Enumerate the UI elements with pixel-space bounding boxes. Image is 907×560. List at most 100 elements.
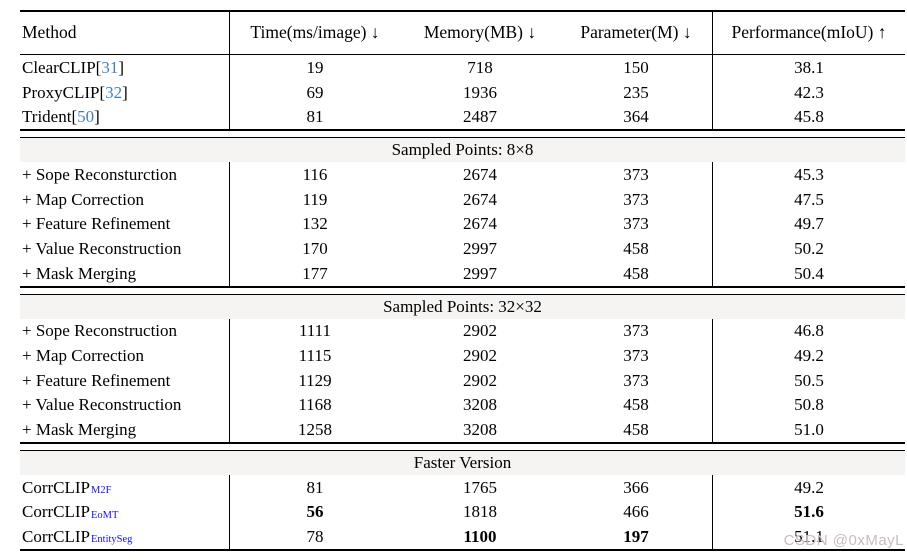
table-row: + Map Correction 1115 2902 373 49.2 — [20, 343, 905, 368]
time-cell: 116 — [230, 162, 400, 187]
parameter-cell: 364 — [560, 104, 712, 129]
table-top-rule — [20, 10, 905, 12]
header-memory-label: Memory(MB) ↓ — [423, 22, 537, 43]
time-cell-value: 1258 — [298, 420, 332, 440]
memory-cell-value: 2487 — [463, 107, 497, 127]
performance-cell: 50.8 — [712, 392, 905, 418]
time-cell-value: 69 — [306, 82, 324, 102]
memory-cell: 3208 — [400, 393, 560, 418]
time-cell: 1111 — [230, 319, 400, 344]
performance-cell: 49.2 — [712, 343, 905, 368]
section-header: Sampled Points: 32×32 — [20, 294, 905, 319]
time-cell-value: 1168 — [298, 395, 332, 415]
memory-cell-value: 2674 — [463, 214, 497, 234]
table-row: + Mask Merging 1258 3208 458 51.0 — [20, 417, 905, 442]
parameter-cell-value: 458 — [623, 420, 649, 440]
performance-cell-value: 51.6 — [794, 502, 824, 522]
citation-link[interactable]: [31] — [95, 57, 124, 77]
time-cell: 177 — [230, 261, 400, 286]
parameter-cell-value: 373 — [623, 346, 649, 366]
results-table: Method Time(ms/image) ↓ Memory(MB) ↓ Par… — [20, 10, 905, 551]
memory-cell-value: 2674 — [463, 164, 497, 184]
table-row: ClearCLIP [31] 19 718 150 38.1 — [20, 55, 905, 80]
memory-cell: 3208 — [400, 417, 560, 442]
memory-cell-value: 2902 — [463, 370, 497, 390]
parameter-cell-value: 150 — [623, 57, 649, 77]
section-divider — [20, 441, 905, 451]
performance-cell-value: 51.1 — [794, 527, 824, 547]
memory-cell: 2997 — [400, 236, 560, 261]
method-label: CorrCLIP — [22, 477, 90, 497]
performance-cell-value: 50.4 — [794, 263, 824, 283]
memory-cell-value: 1818 — [463, 502, 497, 522]
table-row: + Mask Merging 177 2997 458 50.4 — [20, 260, 905, 286]
parameter-cell: 373 — [560, 211, 712, 236]
memory-cell: 2997 — [400, 261, 560, 286]
method-label: CorrCLIP — [22, 502, 90, 522]
memory-cell: 1765 — [400, 475, 560, 500]
section-divider — [20, 285, 905, 295]
memory-cell: 1936 — [400, 80, 560, 105]
performance-cell: 42.3 — [712, 79, 905, 105]
memory-cell: 2902 — [400, 319, 560, 344]
performance-cell: 45.3 — [712, 162, 905, 187]
time-cell-value: 1115 — [298, 346, 332, 366]
time-cell-value: 1111 — [298, 321, 332, 341]
method-cell: CorrCLIP EntitySeg — [20, 524, 230, 549]
method-cell: + Value Reconstruction — [20, 392, 230, 418]
method-label: + Map Correction — [22, 189, 144, 209]
table-row: + Sope Reconsturction 116 2674 373 45.3 — [20, 162, 905, 187]
performance-cell-value: 50.5 — [794, 370, 824, 390]
table-body: ClearCLIP [31] 19 718 150 38.1 ProxyCLIP [32]… — [20, 55, 905, 549]
time-cell-value: 56 — [306, 502, 324, 522]
method-label: + Value Reconstruction — [22, 238, 182, 258]
citation-number[interactable]: 50 — [77, 107, 95, 127]
performance-cell: 47.5 — [712, 186, 905, 212]
memory-cell: 2674 — [400, 187, 560, 212]
citation-number[interactable]: 32 — [105, 82, 123, 102]
performance-cell: 50.2 — [712, 236, 905, 261]
time-cell: 170 — [230, 236, 400, 261]
performance-cell-value: 46.8 — [794, 321, 824, 341]
section-divider — [20, 129, 905, 139]
section-header-label: Sampled Points: 32×32 — [383, 296, 542, 316]
method-label: CorrCLIP — [22, 527, 90, 547]
method-label: + Mask Merging — [22, 420, 137, 440]
performance-cell: 46.8 — [712, 318, 905, 344]
memory-cell: 2674 — [400, 162, 560, 187]
section-header-label: Faster Version — [413, 452, 512, 472]
performance-cell: 38.1 — [712, 55, 905, 80]
parameter-cell: 373 — [560, 368, 712, 393]
parameter-cell-value: 373 — [623, 164, 649, 184]
section-header: Sampled Points: 8×8 — [20, 138, 905, 163]
memory-cell-value: 2674 — [463, 189, 497, 209]
parameter-cell: 366 — [560, 475, 712, 500]
memory-cell-value: 2902 — [463, 321, 497, 341]
memory-cell: 2902 — [400, 343, 560, 368]
performance-cell: 49.7 — [712, 211, 905, 237]
parameter-cell-value: 373 — [623, 189, 649, 209]
memory-cell-value: 2997 — [463, 263, 497, 283]
citation-link[interactable]: [32] — [99, 82, 128, 102]
performance-cell-value: 38.1 — [794, 57, 824, 77]
citation-link[interactable]: [50] — [71, 107, 100, 127]
parameter-cell: 373 — [560, 187, 712, 212]
method-label: + Feature Refinement — [22, 370, 171, 390]
parameter-cell-value: 373 — [623, 214, 649, 234]
performance-cell: 51.6 — [712, 499, 905, 525]
method-label: + Value Reconstruction — [22, 395, 182, 415]
citation-number[interactable]: 31 — [101, 57, 119, 77]
performance-cell: 45.8 — [712, 104, 905, 130]
memory-cell: 2902 — [400, 368, 560, 393]
method-label: ClearCLIP — [22, 57, 96, 77]
performance-cell-value: 42.3 — [794, 82, 824, 102]
memory-cell-value: 2902 — [463, 346, 497, 366]
time-cell: 1129 — [230, 368, 400, 393]
header-time: Time(ms/image) ↓ — [230, 12, 400, 54]
method-cell: + Feature Refinement — [20, 367, 230, 393]
time-cell: 1168 — [230, 393, 400, 418]
table-row: + Value Reconstruction 1168 3208 458 50.8 — [20, 392, 905, 418]
table-row: + Map Correction 119 2674 373 47.5 — [20, 186, 905, 212]
performance-cell-value: 50.2 — [794, 238, 824, 258]
time-cell-value: 78 — [306, 527, 324, 547]
